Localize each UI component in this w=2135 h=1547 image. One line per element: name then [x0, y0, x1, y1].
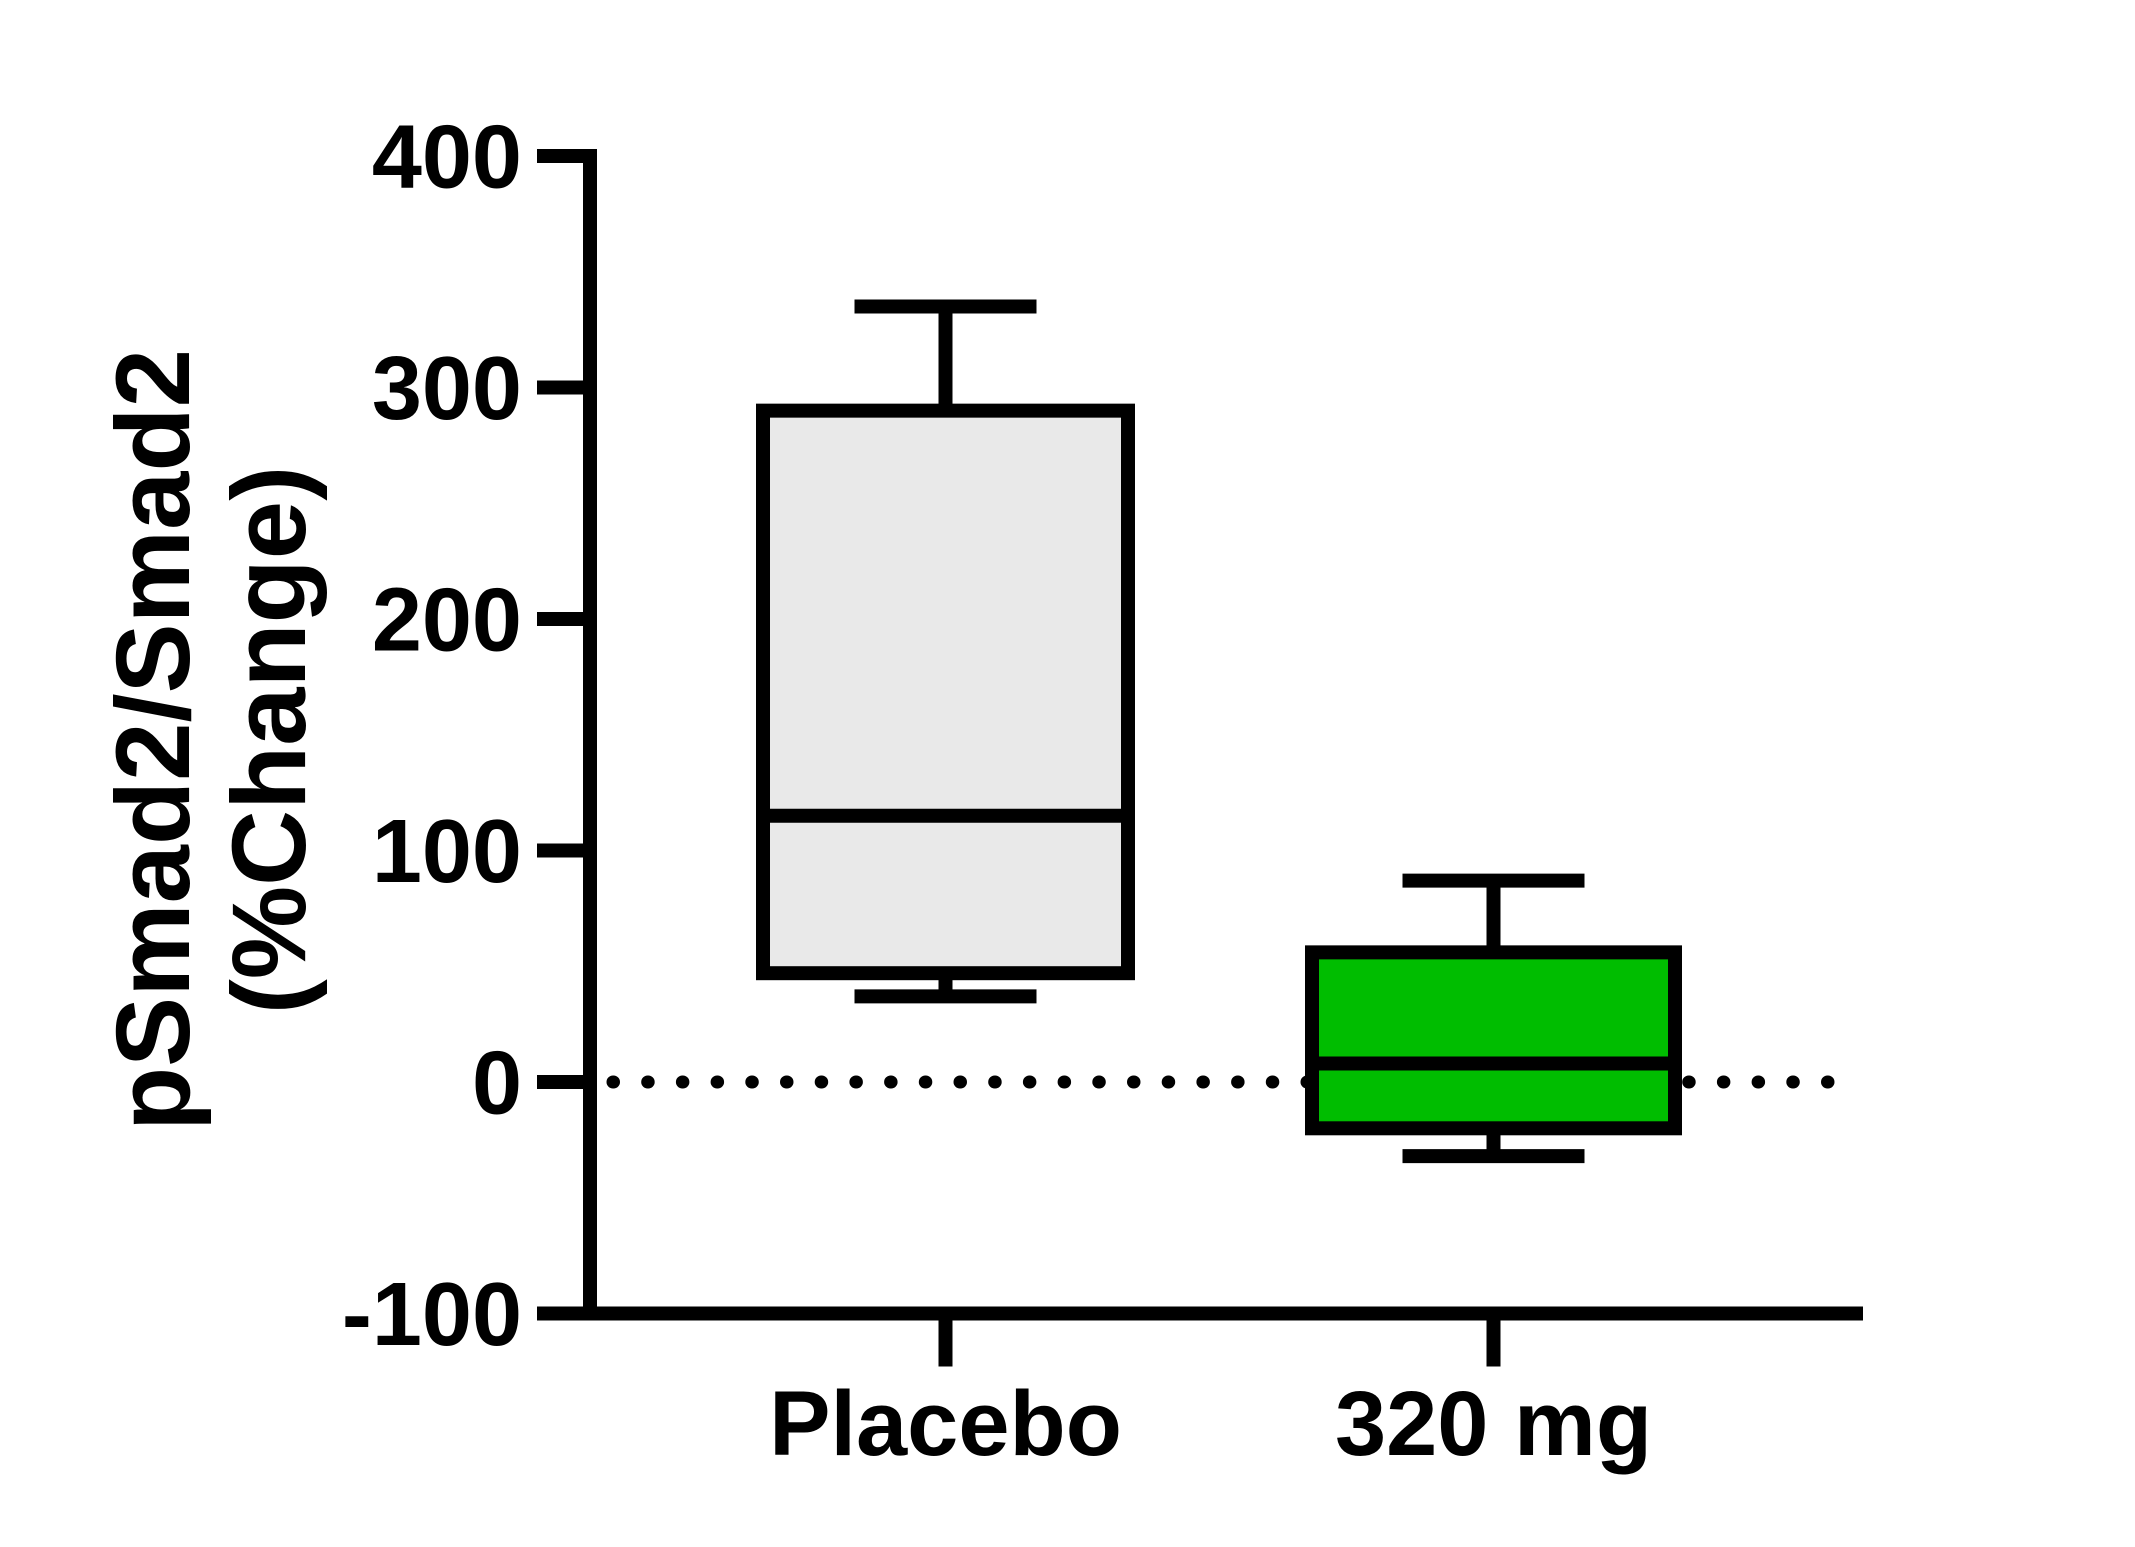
y-tick-label-300: 300 — [372, 339, 522, 439]
plot-area: 400 300 200 100 0 -100 Placebo 320 mg — [342, 108, 1863, 1475]
y-axis-title-line1: pSmad2/Smad2 — [95, 349, 212, 1131]
y-tick-label--100: -100 — [342, 1265, 522, 1365]
y-tick-label-0: 0 — [472, 1034, 522, 1134]
x-category-label-placebo: Placebo — [769, 1373, 1122, 1475]
y-tick-label-200: 200 — [372, 571, 522, 671]
320-mg-box — [1305, 945, 1682, 1136]
y-axis-title-line2: (%Change) — [211, 466, 328, 1014]
x-category-label-320-mg: 320 mg — [1335, 1373, 1652, 1475]
placebo-box — [756, 403, 1135, 981]
y-tick-label-400: 400 — [372, 108, 522, 208]
y-tick-label-100: 100 — [372, 802, 522, 902]
